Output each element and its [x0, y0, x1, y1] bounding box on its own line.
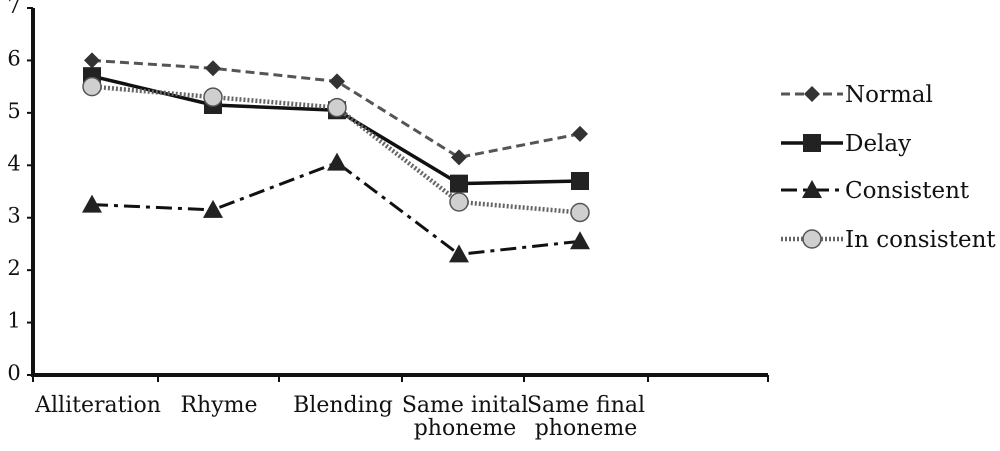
data-point-in-consistent: [82, 76, 102, 97]
data-point-normal: [84, 52, 100, 69]
data-point-in-consistent: [449, 192, 469, 212]
data-point-consistent: [570, 231, 590, 250]
data-point-delay: [450, 174, 468, 193]
legend-label-normal: Normal: [845, 82, 933, 108]
x-category-label-line: Alliteration: [34, 393, 161, 418]
y-tick-label: 2: [7, 256, 20, 280]
data-point-in-consistent: [570, 202, 590, 223]
legend-label-delay: Delay: [845, 131, 911, 157]
y-tick-label: 3: [7, 204, 20, 228]
data-point-consistent: [82, 194, 102, 213]
y-axis-ticks: 0 1 2 3 4 5 6 7: [7, 0, 33, 385]
y-tick-label: 7: [7, 0, 20, 18]
x-category-label-line: phoneme: [535, 416, 638, 441]
x-category-label: Alliteration: [34, 393, 161, 418]
series-line-consistent: [91, 161, 581, 256]
y-tick-label: 0: [7, 361, 20, 385]
data-point-in-consistent: [203, 87, 223, 107]
x-category-label-line: Same inital: [402, 393, 528, 418]
y-tick-label: 5: [7, 99, 20, 123]
data-point-consistent: [449, 244, 469, 263]
data-point-consistent: [327, 152, 347, 171]
legend-label-in-consistent: In consistent: [845, 227, 996, 253]
x-category-label-line: Same final: [527, 393, 645, 418]
y-tick-label: 6: [7, 46, 20, 70]
data-point-normal: [205, 60, 221, 77]
legend-marker-in-consistent: [802, 229, 822, 249]
data-point-normal: [451, 149, 467, 166]
legend: Normal Delay Consistent In consistent: [781, 82, 996, 253]
x-category-label-line: Rhyme: [180, 393, 257, 418]
data-point-delay: [571, 172, 589, 191]
x-category-label: Same inital phoneme: [402, 393, 528, 441]
x-category-label: Rhyme: [180, 393, 257, 418]
x-category-label: Same final phoneme: [527, 393, 645, 441]
data-point-in-consistent: [327, 97, 347, 118]
y-tick-label: 4: [7, 151, 20, 175]
data-point-normal: [329, 73, 345, 90]
data-point-consistent: [203, 199, 223, 218]
legend-marker-consistent: [802, 180, 822, 198]
legend-label-consistent: Consistent: [845, 178, 970, 204]
data-point-normal: [572, 125, 588, 142]
x-category-label-line: Blending: [293, 393, 393, 418]
legend-marker-delay: [803, 134, 821, 152]
y-tick-label: 1: [7, 309, 20, 333]
legend-marker-normal: [804, 86, 820, 102]
series-group: [82, 52, 590, 263]
x-axis-ticks: [32, 375, 769, 382]
x-category-label-line: phoneme: [414, 416, 517, 441]
x-category-label: Blending: [293, 393, 393, 418]
category-labels: Alliteration Rhyme Blending Same inital phon…: [34, 393, 645, 441]
